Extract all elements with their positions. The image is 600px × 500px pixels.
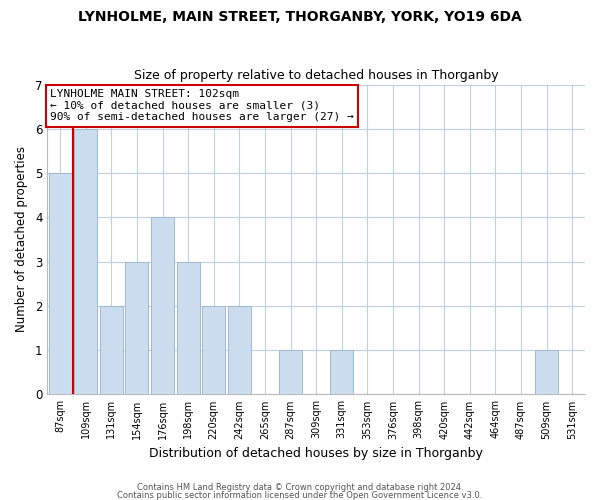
Bar: [176, 262, 200, 394]
Bar: [100, 306, 123, 394]
Bar: [202, 306, 225, 394]
Bar: [535, 350, 558, 395]
Text: Contains public sector information licensed under the Open Government Licence v3: Contains public sector information licen…: [118, 490, 482, 500]
Bar: [279, 350, 302, 395]
Title: Size of property relative to detached houses in Thorganby: Size of property relative to detached ho…: [134, 69, 499, 82]
Text: LYNHOLME MAIN STREET: 102sqm
← 10% of detached houses are smaller (3)
90% of sem: LYNHOLME MAIN STREET: 102sqm ← 10% of de…: [50, 89, 354, 122]
Bar: [330, 350, 353, 395]
Bar: [228, 306, 251, 394]
Bar: [74, 129, 97, 394]
Bar: [125, 262, 148, 394]
Text: Contains HM Land Registry data © Crown copyright and database right 2024.: Contains HM Land Registry data © Crown c…: [137, 484, 463, 492]
Text: LYNHOLME, MAIN STREET, THORGANBY, YORK, YO19 6DA: LYNHOLME, MAIN STREET, THORGANBY, YORK, …: [78, 10, 522, 24]
Y-axis label: Number of detached properties: Number of detached properties: [15, 146, 28, 332]
Bar: [151, 218, 174, 394]
X-axis label: Distribution of detached houses by size in Thorganby: Distribution of detached houses by size …: [149, 447, 483, 460]
Bar: [49, 173, 71, 394]
